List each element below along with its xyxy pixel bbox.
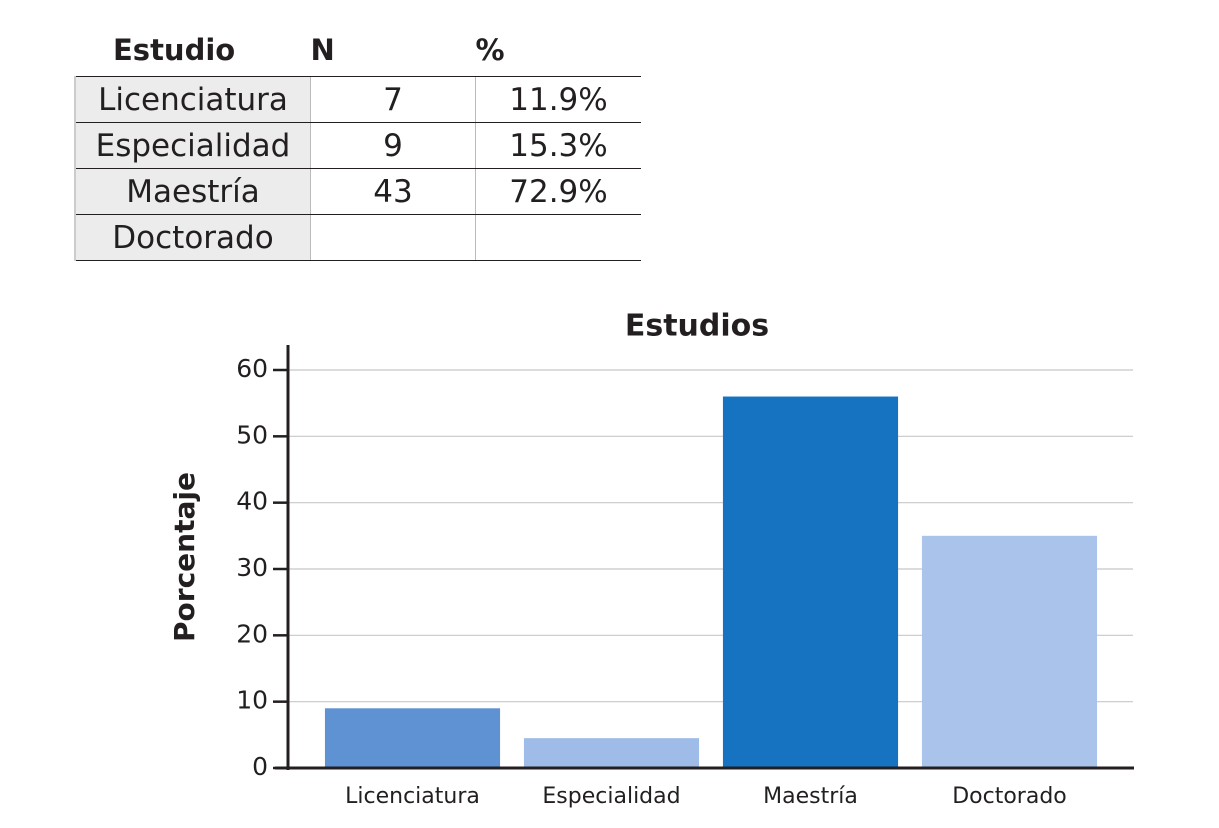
table-cell [310, 214, 476, 261]
y-axis-label: Porcentaje [168, 472, 201, 642]
bar [324, 708, 501, 768]
y-tick-label: 30 [236, 553, 268, 582]
y-tick-label: 50 [236, 420, 268, 449]
table-cell [475, 214, 641, 261]
table-row: Doctorado [74, 214, 641, 261]
table-cell: 9 [310, 122, 476, 169]
table-cell: Maestría [74, 168, 311, 215]
table-cell: Doctorado [74, 214, 311, 261]
table-cell: 11.9% [475, 76, 641, 123]
bar [722, 396, 899, 768]
header-cell: % [475, 33, 505, 67]
table-cell: 15.3% [475, 122, 641, 169]
y-tick-label: 0 [252, 752, 268, 781]
y-tick-label: 20 [236, 619, 268, 648]
x-tick-label: Doctorado [952, 784, 1067, 809]
y-tick-label: 10 [236, 686, 268, 715]
chart-title: Estudios [625, 309, 769, 344]
table-cell: 72.9% [475, 168, 641, 215]
y-tick-label: 40 [236, 487, 268, 516]
table-cell: 7 [310, 76, 476, 123]
table-row: Especialidad 9 15.3% [74, 122, 641, 169]
table-cell: Especialidad [74, 122, 311, 169]
header-cell: Estudio [113, 33, 236, 67]
header-cell: N [310, 33, 335, 67]
x-tick-label: Especialidad [542, 784, 680, 809]
x-tick-label: Licenciatura [345, 784, 480, 809]
header-row: Estudio N% [75, 24, 641, 77]
y-tick-label: 60 [236, 354, 268, 383]
data-table: Estudio N% Licenciatura 7 11.9% Especialidad 9… [74, 24, 641, 261]
table-row: Maestría 43 72.9% [74, 168, 641, 215]
bar [921, 535, 1098, 768]
bar [523, 738, 700, 768]
x-tick-label: Maestría [763, 784, 858, 809]
